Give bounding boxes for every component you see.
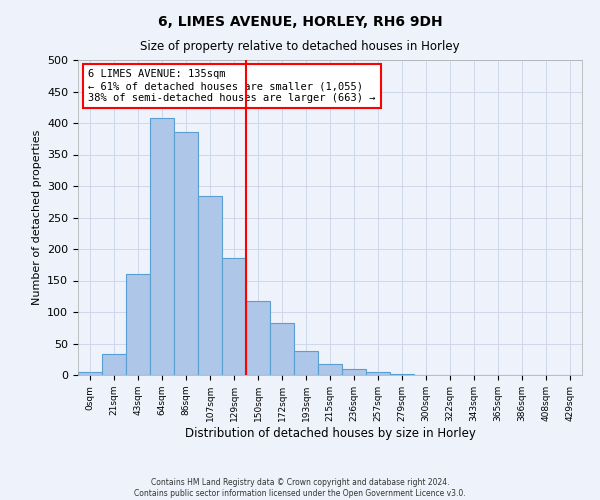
Bar	[174, 132, 198, 375]
Text: 6, LIMES AVENUE, HORLEY, RH6 9DH: 6, LIMES AVENUE, HORLEY, RH6 9DH	[158, 15, 442, 29]
Bar	[102, 354, 126, 375]
X-axis label: Distribution of detached houses by size in Horley: Distribution of detached houses by size …	[185, 426, 475, 440]
Bar	[150, 118, 174, 375]
Text: 6 LIMES AVENUE: 135sqm
← 61% of detached houses are smaller (1,055)
38% of semi-: 6 LIMES AVENUE: 135sqm ← 61% of detached…	[88, 70, 376, 102]
Text: Size of property relative to detached houses in Horley: Size of property relative to detached ho…	[140, 40, 460, 53]
Text: Contains HM Land Registry data © Crown copyright and database right 2024.
Contai: Contains HM Land Registry data © Crown c…	[134, 478, 466, 498]
Y-axis label: Number of detached properties: Number of detached properties	[32, 130, 41, 305]
Bar	[318, 364, 342, 375]
Bar	[246, 300, 270, 375]
Bar	[270, 322, 294, 375]
Bar	[126, 274, 150, 375]
Bar	[198, 196, 222, 375]
Bar	[294, 351, 318, 375]
Bar	[78, 372, 102, 375]
Bar	[366, 372, 390, 375]
Bar	[342, 368, 366, 375]
Bar	[222, 258, 246, 375]
Bar	[390, 374, 414, 375]
